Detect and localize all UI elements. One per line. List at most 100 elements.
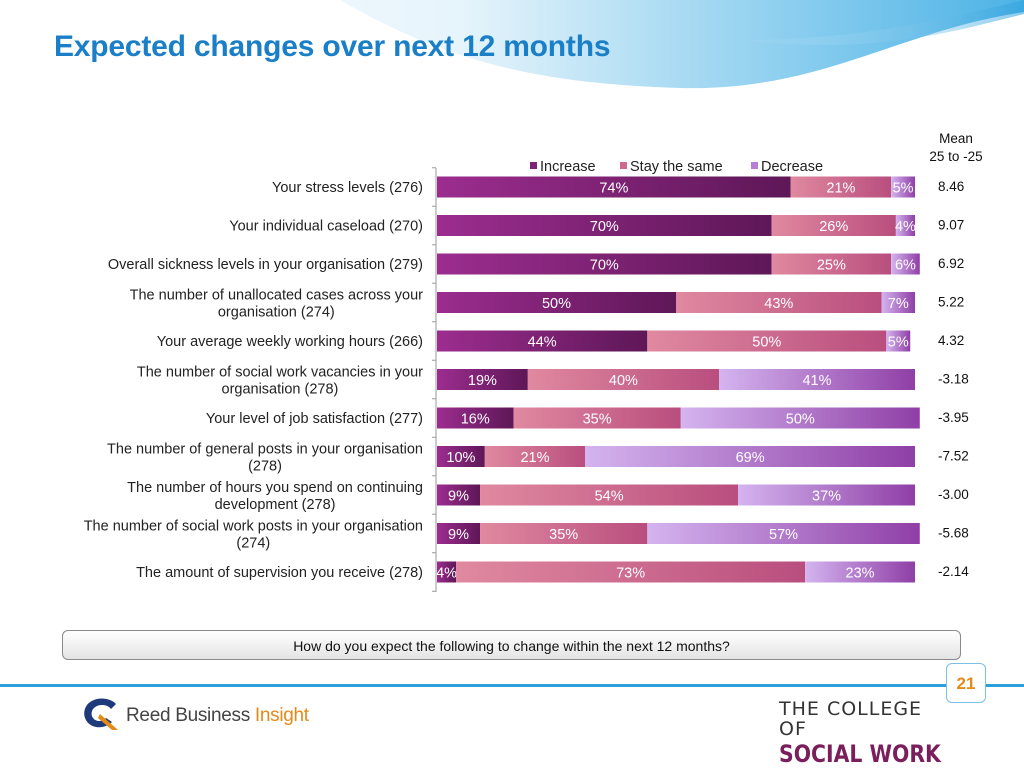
bar-segment-decrease: [680, 407, 920, 429]
bar-segment-increase: [437, 253, 772, 275]
data-label: 7%: [888, 296, 909, 312]
category-label: Your average weekly working hours (266): [157, 334, 423, 350]
header-swoosh: [0, 0, 1024, 89]
category-label-line: The number of unallocated cases across y…: [130, 288, 424, 304]
category-label: The number of hours you spend on continu…: [127, 480, 423, 513]
data-label: 4%: [895, 219, 916, 235]
category-label: The number of general posts in your orga…: [107, 442, 423, 475]
data-label: 40%: [609, 373, 638, 389]
bar-segment-increase: [437, 446, 485, 467]
mean-header: Mean 25 to -25: [929, 131, 982, 164]
bar-segment-decrease: [647, 523, 920, 544]
bar-segment-increase: [437, 292, 676, 313]
bar-segment-increase: [437, 369, 528, 390]
bar-segment-increase: [437, 176, 791, 198]
category-label-line: (274): [236, 536, 270, 552]
college-logo-line1: THE COLLEGE OF: [779, 698, 923, 740]
data-label: 70%: [590, 258, 619, 274]
bar-segment-decrease: [738, 484, 915, 506]
bar-segment-decrease: [805, 561, 915, 583]
chart-legend: Increase Stay the same Decrease: [530, 159, 823, 175]
reed-business-insight-logo: Reed Business Insight: [82, 696, 322, 736]
data-label: 19%: [468, 373, 497, 389]
legend-swatch-1: [620, 162, 627, 169]
chart-axis: [432, 167, 437, 592]
data-label: 4%: [436, 566, 457, 582]
data-label: 73%: [616, 566, 645, 582]
bar-segment-stay-the-same: [771, 253, 892, 275]
bar-row: Overall sickness levels in your organisa…: [108, 253, 964, 275]
category-label: Your stress levels (276): [272, 180, 423, 196]
data-label: 50%: [786, 412, 815, 428]
mean-value: 5.22: [938, 295, 964, 310]
bar-segment-increase: [437, 484, 481, 506]
data-label: 9%: [448, 489, 469, 505]
mean-value: -3.18: [938, 372, 969, 387]
data-label: 54%: [595, 489, 624, 505]
data-label: 5%: [893, 181, 914, 197]
bar-segment-stay-the-same: [771, 215, 896, 236]
legend-label-1: Stay the same: [630, 159, 723, 175]
data-label: 10%: [446, 450, 475, 466]
legend-label-2: Decrease: [761, 159, 823, 175]
reed-logo-name: Reed Business: [126, 705, 250, 726]
data-label: 16%: [461, 412, 490, 428]
data-label: 74%: [599, 181, 628, 197]
bar-segment-stay-the-same: [527, 369, 720, 390]
category-label-line: organisation (278): [222, 382, 339, 398]
bar-row: Your stress levels (276) 74% 21% 5% 8.46: [272, 176, 964, 198]
data-label: 23%: [846, 566, 875, 582]
data-label: 44%: [528, 335, 557, 351]
category-label: Overall sickness levels in your organisa…: [108, 257, 423, 273]
bar-row: The number of social work posts in your …: [84, 519, 969, 552]
bar-row: The number of social work vacancies in y…: [137, 365, 969, 398]
bar-row: The number of general posts in your orga…: [107, 442, 969, 475]
bar-segment-stay-the-same: [647, 330, 887, 352]
legend-label-0: Increase: [540, 159, 596, 175]
data-label: 43%: [764, 296, 793, 312]
legend-swatch-2: [751, 162, 758, 169]
legend-swatch-0: [530, 162, 537, 169]
bar-segment-decrease: [891, 253, 920, 275]
bar-row: Your individual caseload (270) 70% 26% 4% 9.…: [229, 215, 964, 236]
bar-row: The number of unallocated cases across y…: [130, 288, 965, 321]
mean-header-line: 25 to -25: [929, 149, 982, 164]
category-label: The number of social work vacancies in y…: [137, 365, 423, 398]
mean-value: 8.46: [938, 179, 964, 194]
data-label: 70%: [590, 219, 619, 235]
category-label-line: organisation (274): [218, 305, 335, 321]
data-label: 57%: [769, 527, 798, 543]
footer-divider: [0, 684, 1024, 687]
reed-logo-icon: [84, 698, 118, 730]
bar-row: Your average weekly working hours (266) 4…: [157, 330, 964, 352]
category-label-line: (278): [248, 459, 282, 475]
data-label: 50%: [752, 335, 781, 351]
data-label: 37%: [812, 489, 841, 505]
category-label-line: The number of hours you spend on continu…: [127, 480, 423, 496]
bar-segment-decrease: [585, 446, 915, 467]
category-label-line: The number of social work posts in your …: [84, 519, 423, 535]
bar-segment-increase: [437, 523, 481, 544]
mean-value: 9.07: [938, 218, 964, 233]
data-label: 21%: [520, 450, 549, 466]
bar-segment-decrease: [719, 369, 915, 390]
bar-segment-stay-the-same: [456, 561, 806, 583]
bar-segment-stay-the-same: [513, 407, 681, 429]
data-label: 21%: [826, 181, 855, 197]
data-label: 25%: [817, 258, 846, 274]
mean-value: -3.00: [938, 487, 969, 502]
bar-row: The number of hours you spend on continu…: [127, 480, 969, 513]
data-label: 41%: [802, 373, 831, 389]
data-label: 5%: [888, 335, 909, 351]
category-label: The number of social work posts in your …: [84, 519, 423, 552]
category-label-line: The number of social work vacancies in y…: [137, 365, 423, 381]
bar-row: Your level of job satisfaction (277) 16% 3…: [206, 407, 969, 429]
data-label: 69%: [736, 450, 765, 466]
stacked-bar-chart: Increase Stay the same Decrease Mean 25 to …: [84, 131, 983, 592]
bar-segment-decrease: [891, 176, 915, 198]
mean-value: -3.95: [938, 410, 969, 425]
bar-segment-stay-the-same: [480, 484, 739, 506]
data-label: 9%: [448, 527, 469, 543]
college-of-social-work-logo: THE COLLEGE OF SOCIAL WORK: [779, 698, 941, 768]
category-label: The amount of supervision you receive (2…: [136, 565, 423, 581]
